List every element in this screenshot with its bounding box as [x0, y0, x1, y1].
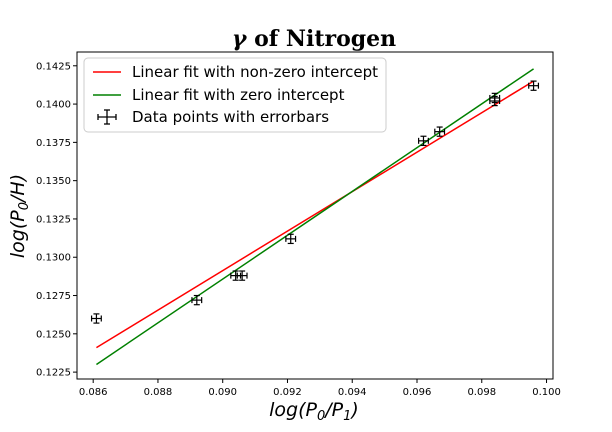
legend-box	[83, 57, 387, 133]
fit-line-nonzero-intercept	[96, 80, 534, 349]
x-tick-label: 0.096	[403, 387, 432, 398]
data-point-errorbar	[434, 126, 446, 137]
x-tick-label: 0.094	[338, 387, 367, 398]
data-point-errorbar	[90, 313, 102, 324]
y-tick-label: 0.1350	[36, 176, 71, 187]
x-tick-label: 0.086	[79, 387, 108, 398]
data-point-errorbar	[236, 270, 248, 281]
fit-line-zero-intercept	[96, 68, 534, 366]
y-tick-label: 0.1250	[36, 329, 71, 340]
legend: Linear fit with non-zero intercept Linea…	[83, 57, 387, 133]
y-tick-label: 0.1425	[36, 61, 71, 72]
y-tick-label: 0.1300	[36, 253, 71, 264]
y-tick-label: 0.1225	[36, 368, 71, 379]
data-point-errorbar	[191, 294, 203, 306]
legend-label-zero-fit: Linear fit with zero intercept	[132, 86, 345, 104]
plot-frame	[76, 51, 554, 380]
x-axis-label: log(P0/P1)	[269, 399, 359, 424]
axis-ticks: 0.086 0.088 0.090 0.092 0.094 0.096 0.098 0.100…	[36, 61, 561, 398]
x-tick-label: 0.088	[144, 387, 173, 398]
y-tick-label: 0.1400	[36, 100, 71, 111]
x-tick-label: 0.098	[467, 387, 496, 398]
data-point-errorbar	[285, 233, 297, 245]
y-tick-label: 0.1325	[36, 214, 71, 225]
y-axis-label: log(P0/H)	[7, 174, 32, 258]
y-tick-label: 0.1275	[36, 291, 71, 302]
chart-marks	[90, 68, 540, 366]
x-tick-label: 0.090	[208, 387, 237, 398]
legend-label-points: Data points with errorbars	[132, 108, 329, 126]
legend-label-nonzero-fit: Linear fit with non-zero intercept	[132, 63, 378, 81]
chart-title: γ of Nitrogen	[232, 26, 396, 52]
data-point-errorbar	[489, 92, 501, 104]
data-point-errorbar	[418, 135, 429, 147]
y-tick-label: 0.1375	[36, 138, 71, 149]
legend-swatch-errorbar	[97, 109, 117, 125]
data-point-errorbar	[528, 80, 540, 91]
x-tick-label: 0.092	[273, 387, 302, 398]
x-tick-label: 0.100	[532, 387, 561, 398]
